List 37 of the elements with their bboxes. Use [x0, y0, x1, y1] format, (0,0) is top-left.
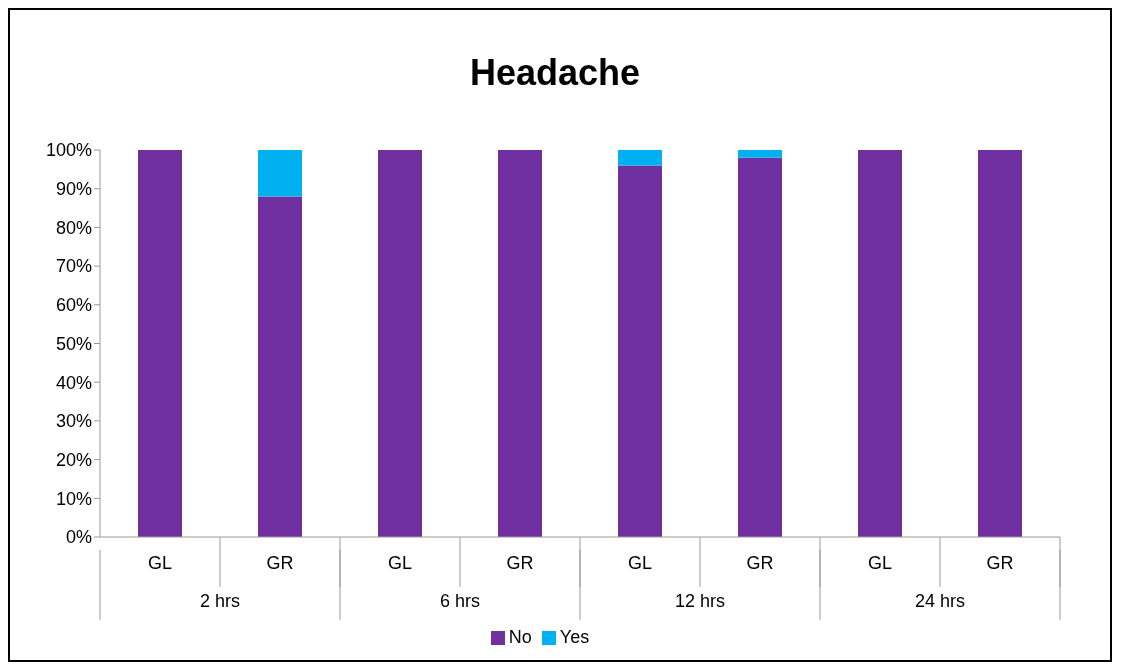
y-tick-label: 80% — [55, 217, 92, 238]
bar — [378, 150, 422, 537]
x-tick-label: GR — [506, 553, 534, 573]
text: 6 hrs — [439, 591, 481, 611]
text: 12 hrs — [674, 591, 726, 611]
bar — [978, 150, 1022, 537]
y-tick-label: 0% — [65, 527, 92, 548]
y-tick-label: 100% — [45, 140, 92, 161]
bar — [618, 165, 662, 537]
y-tick-label: 60% — [55, 295, 92, 316]
bar — [618, 150, 662, 166]
y-tick-label: 50% — [55, 333, 92, 354]
bar — [258, 196, 302, 537]
bar — [858, 150, 902, 537]
y-tick-label: 70% — [55, 256, 92, 277]
bar — [738, 150, 782, 158]
x-tick-label: GL — [627, 553, 653, 573]
legend-label: No — [508, 627, 532, 647]
x-tick-label: GL — [147, 553, 173, 573]
legend-label: Yes — [559, 627, 590, 647]
x-tick-label: GR — [986, 553, 1014, 573]
y-tick-label: 30% — [55, 411, 92, 432]
y-tick-label: 40% — [55, 372, 92, 393]
bar — [738, 157, 782, 537]
bar — [498, 150, 542, 537]
x-tick-label: GL — [867, 553, 893, 573]
y-tick-label: 10% — [55, 488, 92, 509]
x-tick-label: GR — [746, 553, 774, 573]
text: 2 hrs — [199, 591, 241, 611]
text: 24 hrs — [914, 591, 966, 611]
chart-title: Headache — [469, 52, 641, 93]
x-tick-label: GL — [387, 553, 413, 573]
y-tick-label: 20% — [55, 449, 92, 470]
bar — [138, 150, 182, 537]
x-tick-label: GR — [266, 553, 294, 573]
bar — [258, 150, 302, 197]
y-tick-label: 90% — [55, 179, 92, 200]
